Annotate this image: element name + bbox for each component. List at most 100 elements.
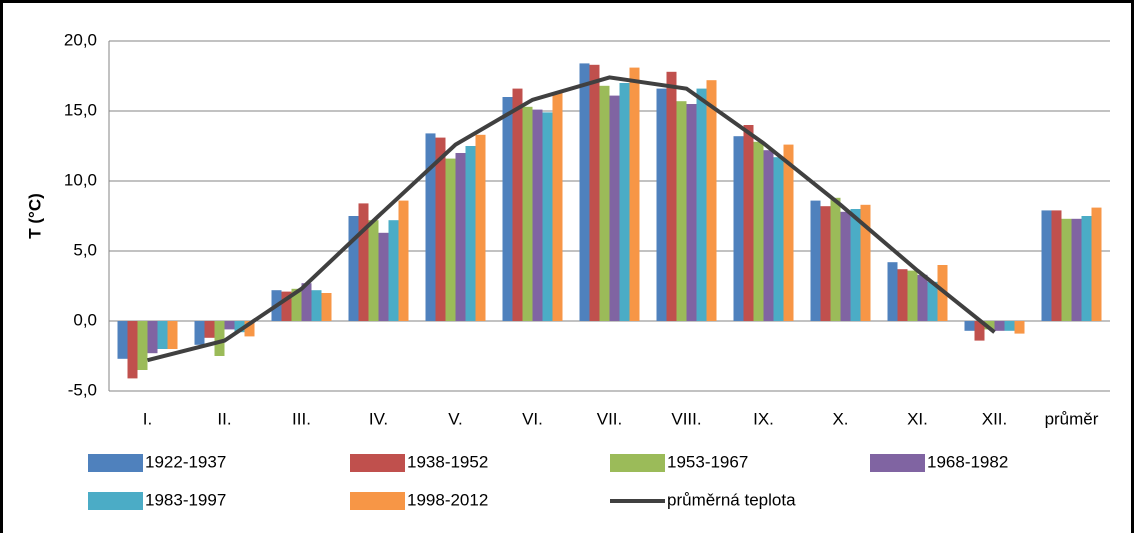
bar [502, 97, 513, 321]
bar [897, 269, 908, 321]
bar [619, 83, 630, 321]
bar [532, 109, 543, 321]
bar [244, 321, 255, 337]
bar [964, 321, 975, 331]
bar [1041, 210, 1052, 321]
x-tick-label: VI. [522, 409, 543, 428]
legend-label: 1938-1952 [407, 452, 488, 471]
bar [311, 290, 322, 321]
bar [542, 112, 553, 322]
y-tick-label: 15,0 [64, 100, 97, 119]
bar [763, 150, 774, 321]
bar [234, 321, 245, 333]
bar [358, 203, 369, 321]
bar [435, 137, 446, 321]
bar [398, 200, 409, 321]
legend-swatch [88, 492, 143, 510]
bar [810, 200, 821, 321]
bar [117, 321, 128, 359]
bar [589, 64, 600, 322]
legend-swatch [88, 454, 143, 472]
bar [629, 67, 640, 321]
bar [599, 85, 610, 321]
legend-label: 1922-1937 [145, 452, 226, 471]
x-tick-label: I. [143, 409, 152, 428]
bar [850, 209, 861, 321]
bar [552, 92, 563, 321]
bar [1051, 210, 1062, 321]
bar [301, 283, 312, 321]
y-tick-label: 5,0 [73, 240, 97, 259]
bar [512, 88, 523, 321]
y-axis-label: T (°C) [25, 193, 44, 239]
y-tick-label: 20,0 [64, 30, 97, 49]
bar [609, 95, 620, 321]
bar [840, 211, 851, 321]
x-tick-label: XI. [907, 409, 928, 428]
bar [167, 321, 178, 349]
bar [907, 270, 918, 321]
bar [917, 274, 928, 321]
y-tick-label: -5,0 [68, 380, 97, 399]
bar [706, 80, 717, 321]
x-tick-label: průměr [1045, 409, 1099, 428]
legend-label: 1968-1982 [927, 452, 1008, 471]
bar [984, 321, 995, 330]
bar [194, 321, 205, 345]
x-tick-label: V. [448, 409, 463, 428]
x-tick-label: III. [292, 409, 311, 428]
bar [579, 63, 590, 322]
legend-label: 1983-1997 [145, 490, 226, 509]
x-tick-label: X. [832, 409, 848, 428]
x-tick-label: VII. [597, 409, 623, 428]
bar [974, 321, 985, 341]
line [147, 75, 996, 363]
legend-swatch [610, 454, 665, 472]
y-tick-label: 10,0 [64, 170, 97, 189]
bar [214, 321, 225, 356]
bar [348, 216, 359, 321]
bar [368, 220, 379, 321]
bar [445, 158, 456, 321]
bar [388, 220, 399, 321]
bar [425, 133, 436, 321]
bar [994, 321, 1005, 331]
bar [224, 321, 235, 330]
bar [666, 71, 677, 321]
bar [1091, 207, 1102, 321]
bar [676, 101, 687, 321]
bar [321, 293, 332, 321]
x-tick-label: IX. [753, 409, 774, 428]
bar [291, 288, 302, 321]
y-tick-label: 0,0 [73, 310, 97, 329]
legend-label: průměrná teplota [667, 490, 796, 509]
bar [137, 321, 148, 370]
bar [204, 321, 215, 338]
bar [820, 206, 831, 321]
bar [127, 321, 138, 379]
bar [465, 146, 476, 321]
legend-label: 1998-2012 [407, 490, 488, 509]
bar [281, 291, 292, 321]
bar [475, 134, 486, 321]
x-tick-label: IV. [369, 409, 388, 428]
bar [696, 88, 707, 321]
bar [1014, 321, 1025, 334]
bar [1004, 321, 1015, 331]
bar [157, 321, 168, 349]
bar [455, 153, 466, 321]
bar [1081, 216, 1092, 321]
legend-swatch [350, 492, 405, 510]
bar [522, 106, 533, 321]
bar [1061, 218, 1072, 321]
bar [773, 157, 784, 321]
bar [860, 204, 871, 321]
bar [1071, 218, 1082, 321]
legend-swatch [350, 454, 405, 472]
bar [753, 141, 764, 321]
bar [733, 136, 744, 321]
x-tick-label: XII. [982, 409, 1008, 428]
bar [830, 197, 841, 321]
